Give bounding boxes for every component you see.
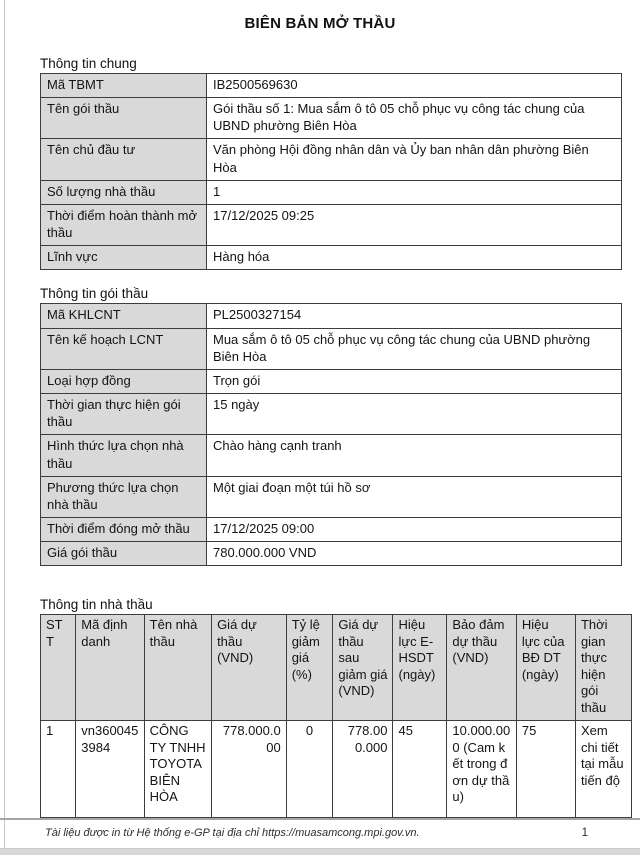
table-row: Tên chủ đầu tư Văn phòng Hội đồng nhân d… [40,138,622,181]
row-label: Số lượng nhà thầu [40,179,207,205]
row-value: Một giai đoạn một túi hồ sơ [206,475,622,518]
table-row: 1 vn3600453984 CÔNG TY TNHH TOYOTA BIÊN … [39,720,633,819]
table-row: Giá gói thầu 780.000.000 VND [40,541,622,567]
footer-divider [0,818,640,820]
col-header-hieu-luc-ehsdt: Hiệu lực E-HSDT (ngày) [392,614,448,722]
row-label: Mã TBMT [40,72,207,99]
row-label: Lĩnh vực [40,245,207,271]
table-row: Thời gian thực hiện gói thầu 15 ngày [40,393,622,436]
cell-bao-dam-du-thau: 10.000.000 (Cam kết trong đơn dự thầu) [446,720,517,819]
table-row: Thời điểm đóng mở thầu 17/12/2025 09:00 [40,516,622,543]
col-header-ten-nha-thau: Tên nhà thầu [143,614,213,722]
row-label: Mã KHLCNT [40,303,207,329]
row-value: 15 ngày [206,393,622,436]
row-value: PL2500327154 [206,303,622,329]
page-title: BIÊN BẢN MỞ THẦU [244,15,396,32]
cell-ma-dinh-danh: vn3600453984 [75,720,145,819]
table-row: Phương thức lựa chọn nhà thầu Một giai đ… [40,475,622,518]
section-heading-package: Thông tin gói thầu [40,286,149,302]
table-row: Loại hợp đồng Trọn gói [40,368,622,395]
section-contractors: Thông tin nhà thầu STT Mã định danh Tên … [39,597,640,819]
row-value: Chào hàng cạnh tranh [206,434,622,477]
page-left-edge [4,0,5,848]
cell-ten-nha-thau: CÔNG TY TNHH TOYOTA BIÊN HÒA [143,720,213,819]
row-value: Trọn gói [206,368,622,395]
table-row: Lĩnh vực Hàng hóa [40,245,622,271]
col-header-gia-sau-giam-gia: Giá dự thầu sau giảm giá (VND) [332,614,394,722]
row-value: Hàng hóa [206,245,622,271]
row-label: Thời điểm hoàn thành mở thầu [40,203,207,247]
cell-ty-le-giam-gia: 0 [285,720,334,819]
row-label: Thời điểm đóng mở thầu [40,516,207,543]
row-value: Gói thầu số 1: Mua sắm ô tô 05 chỗ phục … [206,97,622,140]
package-info-table: Mã KHLCNT PL2500327154 Tên kế hoạch LCNT… [40,303,622,567]
col-header-gia-du-thau: Giá dự thầu (VND) [211,614,287,722]
section-heading-general: Thông tin chung [40,56,137,71]
col-header-bao-dam-du-thau: Bảo đảm dự thầu (VND) [446,614,517,722]
col-header-thoi-gian-thuc-hien: Thời gian thực hiện gói thầu [574,614,633,722]
section-heading-contractors: Thông tin nhà thầu [40,597,153,613]
footer-note: Tài liệu được in từ Hệ thống e-GP tại đị… [45,827,420,839]
row-value: IB2500569630 [206,72,622,99]
row-value: 17/12/2025 09:25 [206,203,622,247]
row-value: Văn phòng Hội đồng nhân dân và Ủy ban nh… [206,138,622,181]
table-row: Thời điểm hoàn thành mở thầu 17/12/2025 … [40,203,622,247]
cell-gia-du-thau: 778.000.000 [211,720,287,819]
table-row: Hình thức lựa chọn nhà thầu Chào hàng cạ… [40,434,622,477]
table-row: Tên gói thầu Gói thầu số 1: Mua sắm ô tô… [40,97,622,140]
row-label: Loại hợp đồng [40,368,207,395]
cell-stt: 1 [39,720,77,819]
row-value: Mua sắm ô tô 05 chỗ phục vụ công tác chu… [206,327,622,370]
row-label: Giá gói thầu [40,541,207,567]
page-number: 1 [581,827,588,839]
table-row: Số lượng nhà thầu 1 [40,179,622,205]
table-header-row: STT Mã định danh Tên nhà thầu Giá dự thầ… [39,614,633,722]
cell-hieu-luc-bddt: 75 [515,720,576,819]
contractors-table: STT Mã định danh Tên nhà thầu Giá dự thầ… [39,614,633,819]
row-label: Tên gói thầu [40,97,207,140]
page-footer: Tài liệu được in từ Hệ thống e-GP tại đị… [0,818,640,839]
col-header-ty-le-giam-gia: Tỷ lệ giảm giá (%) [285,614,334,722]
row-label: Tên chủ đầu tư [40,138,207,181]
section-general: Thông tin chung Mã TBMT IB2500569630 Tên… [40,56,640,271]
cell-hieu-luc-ehsdt: 45 [392,720,448,819]
row-value: 780.000.000 VND [206,541,622,567]
row-value: 1 [206,179,622,205]
cell-gia-sau-giam-gia: 778.000.000 [332,720,394,819]
section-package: Thông tin gói thầu Mã KHLCNT PL250032715… [40,286,640,567]
table-row: Mã TBMT IB2500569630 [40,72,622,99]
table-row: Tên kế hoạch LCNT Mua sắm ô tô 05 chỗ ph… [40,327,622,370]
page-bottom-edge [0,848,640,855]
row-label: Tên kế hoạch LCNT [40,327,207,370]
table-row: Mã KHLCNT PL2500327154 [40,303,622,329]
document-body: Thông tin chung Mã TBMT IB2500569630 Tên… [0,56,640,819]
col-header-ma-dinh-danh: Mã định danh [75,614,145,722]
cell-thoi-gian-thuc-hien: Xem chi tiết tại mẫu tiến độ [574,720,633,819]
row-label: Hình thức lựa chọn nhà thầu [40,434,207,477]
row-label: Thời gian thực hiện gói thầu [40,393,207,436]
col-header-hieu-luc-bddt: Hiệu lực của BĐ DT (ngày) [515,614,576,722]
col-header-stt: STT [39,614,77,722]
row-label: Phương thức lựa chọn nhà thầu [40,475,207,518]
row-value: 17/12/2025 09:00 [206,516,622,543]
general-info-table: Mã TBMT IB2500569630 Tên gói thầu Gói th… [40,72,622,271]
